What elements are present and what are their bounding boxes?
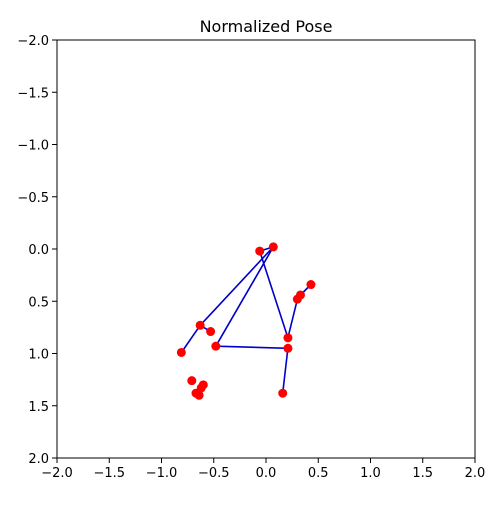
- keypoint-markers: [176, 242, 316, 400]
- y-tick-label: −2.0: [17, 34, 49, 49]
- chart-title: Normalized Pose: [200, 17, 333, 36]
- keypoint-marker: [206, 327, 216, 337]
- keypoint-marker: [283, 343, 293, 353]
- x-tick-label: −0.5: [198, 466, 230, 481]
- x-tick-label: 0.5: [308, 466, 329, 481]
- plot-frame: [56, 39, 476, 459]
- keypoint-marker: [292, 294, 302, 304]
- keypoint-marker: [194, 390, 204, 400]
- keypoint-marker: [211, 341, 221, 351]
- keypoint-marker: [195, 320, 205, 330]
- x-tick-label: −1.0: [146, 466, 178, 481]
- x-axis: −2.0 −1.5 −1.0 −0.5 0.0 0.5 1.0 1.5 2.0: [41, 458, 485, 481]
- y-tick-label: 1.5: [28, 400, 49, 415]
- y-axis: −2.0 −1.5 −1.0 −0.5 0.0 0.5 1.0 1.5 2.0: [17, 34, 57, 467]
- keypoint-marker: [187, 376, 197, 386]
- y-tick-label: −1.5: [17, 86, 49, 101]
- x-tick-label: 0.0: [256, 466, 277, 481]
- keypoint-marker: [278, 388, 288, 398]
- x-tick-label: 2.0: [465, 466, 486, 481]
- keypoint-marker: [198, 380, 208, 390]
- skeleton-segment: [215, 246, 289, 394]
- x-tick-label: 1.0: [360, 466, 381, 481]
- keypoint-marker: [306, 280, 316, 290]
- x-tick-label: 1.5: [412, 466, 433, 481]
- y-tick-label: −0.5: [17, 191, 49, 206]
- y-tick-label: 0.0: [28, 243, 49, 258]
- keypoint-marker: [268, 242, 278, 252]
- y-tick-label: 1.0: [28, 348, 49, 363]
- y-tick-label: 2.0: [28, 452, 49, 467]
- x-tick-label: −2.0: [41, 466, 73, 481]
- keypoint-marker: [176, 347, 186, 357]
- y-tick-label: 0.5: [28, 295, 49, 310]
- skeleton-segment: [180, 246, 299, 353]
- keypoint-marker: [283, 333, 293, 343]
- keypoint-marker: [255, 246, 265, 256]
- x-tick-label: −1.5: [93, 466, 125, 481]
- y-tick-label: −1.0: [17, 139, 49, 154]
